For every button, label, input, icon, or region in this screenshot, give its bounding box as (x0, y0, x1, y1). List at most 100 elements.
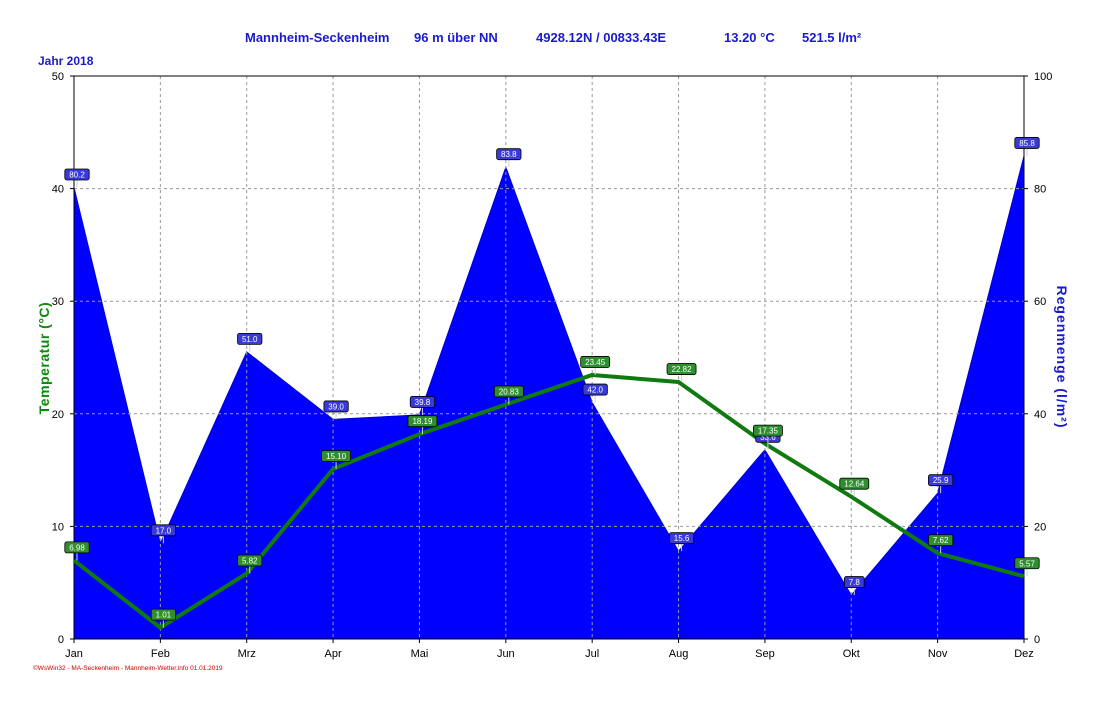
temperature-data-label-text: 18.19 (412, 417, 433, 426)
y-right-tick-label: 60 (1034, 296, 1046, 308)
y-left-tick-label: 40 (52, 184, 64, 196)
rain-data-label: 80.2 (64, 168, 90, 188)
y-right-tick-label: 0 (1034, 634, 1040, 646)
temperature-data-label-box (666, 363, 697, 375)
station-altitude: 96 m über NN (414, 30, 498, 45)
mean-temperature: 13.20 °C (724, 30, 775, 45)
temperature-data-label-text: 12.64 (844, 480, 865, 489)
temperature-data-label: 1.01 (150, 608, 176, 628)
rain-data-label: 51.0 (237, 332, 263, 352)
y-left-tick-label: 50 (52, 71, 64, 83)
y-axis-right-label: Regenmenge (l/m²) (1054, 285, 1070, 429)
temperature-data-label-text: 5.57 (1019, 559, 1035, 568)
rain-data-label-text: 83.8 (501, 150, 517, 159)
x-tick-label: Mrz (238, 648, 256, 660)
temperature-data-label-box (839, 477, 870, 490)
temperature-data-label-text: 1.01 (156, 611, 172, 620)
temperature-data-label-box (150, 608, 176, 621)
temperature-data-label: 20.83 (493, 385, 524, 405)
temperature-data-label: 18.19 (407, 415, 438, 435)
x-tick-label: Sep (755, 648, 775, 660)
rain-data-label-text: 39.0 (328, 402, 344, 411)
temperature-data-label-text: 5.82 (242, 556, 258, 565)
temperature-line (72, 372, 1025, 630)
rain-data-label: 15.6 (668, 532, 695, 552)
temperature-data-label-box (1014, 557, 1040, 570)
rain-data-label-text: 85.8 (1019, 139, 1035, 148)
temperature-data-label-box (928, 534, 954, 547)
x-tick-label: Dez (1014, 648, 1034, 660)
rain-data-label-box (668, 532, 695, 545)
rain-data-label-box (150, 524, 176, 537)
temperature-data-label-box (64, 541, 90, 554)
temperature-data-label-box (493, 385, 524, 398)
rain-data-label-box (64, 168, 90, 181)
temperature-data-label: 6.98 (64, 541, 90, 561)
y-right-tick-label: 20 (1034, 521, 1046, 533)
y-left-tick-label: 30 (52, 296, 64, 308)
x-tick-label: Mai (411, 648, 429, 660)
rain-data-label-box (582, 383, 608, 396)
rain-data-label-text: 15.6 (674, 534, 690, 543)
temperature-data-label-text: 20.83 (499, 387, 520, 396)
y-left-tick-label: 20 (52, 409, 64, 421)
rain-data-label-box (496, 148, 522, 161)
x-tick-label: Jun (497, 648, 515, 660)
temperature-data-label-text: 7.62 (933, 536, 949, 545)
temperature-data-label-text: 6.98 (69, 543, 85, 552)
rain-data-label-text: 25.9 (933, 476, 949, 485)
temperature-data-label: 22.82 (666, 363, 697, 383)
year-label: Jahr 2018 (38, 54, 94, 68)
rain-data-label-text: 80.2 (69, 170, 85, 179)
rain-data-label-box (1014, 137, 1040, 149)
x-tick-label: Aug (669, 648, 689, 660)
temperature-data-label-text: 17.35 (758, 427, 779, 436)
rain-data-label-box (237, 332, 263, 345)
temperature-data-label: 17.35 (753, 424, 783, 444)
rain-data-label-box (323, 400, 349, 413)
temperature-data-label: 12.64 (839, 477, 870, 497)
rain-data-label-text: 51.0 (242, 335, 258, 344)
y-right-tick-label: 40 (1034, 409, 1046, 421)
rain-data-label-text: 17.0 (156, 526, 172, 535)
temperature-data-label: 5.82 (237, 554, 263, 574)
temperature-data-label-text: 23.45 (585, 358, 606, 367)
rain-data-label-text: 7.8 (849, 578, 861, 587)
temperature-data-label-box (237, 554, 263, 567)
y-left-tick-label: 10 (52, 521, 64, 533)
temperature-data-label: 15.10 (321, 450, 351, 469)
temperature-data-label: 5.57 (1014, 557, 1040, 577)
footer-credit: ©WsWin32 - MA-Seckenheim - Mannheim-Wett… (33, 665, 223, 672)
rain-data-label: 39.8 (409, 396, 436, 415)
rain-data-label: 25.9 (928, 474, 954, 494)
rain-data-label: 85.8 (1014, 137, 1040, 156)
x-tick-label: Jan (65, 648, 83, 660)
rain-data-label-box (843, 576, 865, 588)
temperature-data-label: 23.45 (580, 356, 611, 375)
y-right-tick-label: 80 (1034, 184, 1046, 196)
rain-data-label: 7.8 (843, 576, 865, 596)
temperature-data-label-text: 15.10 (326, 452, 347, 461)
temperature-data-label-box (321, 450, 351, 462)
temperature-data-label: 7.62 (928, 534, 954, 554)
station-name: Mannheim-Seckenheim (245, 30, 390, 45)
total-rainfall: 521.5 l/m² (802, 30, 862, 45)
x-tick-label: Jul (585, 648, 599, 660)
temperature-data-label-box (753, 424, 783, 437)
temperature-data-label-box (407, 415, 438, 428)
rain-data-label: 83.8 (496, 148, 522, 168)
y-left-tick-label: 0 (58, 634, 64, 646)
rain-data-label-text: 42.0 (587, 386, 603, 395)
rain-data-label: 17.0 (150, 524, 176, 544)
temperature-data-label-box (580, 356, 611, 368)
y-right-tick-label: 100 (1034, 71, 1052, 83)
station-coordinates: 4928.12N / 00833.43E (536, 30, 667, 45)
rain-data-label: 39.0 (323, 400, 349, 420)
rain-data-label-text: 39.8 (415, 398, 431, 407)
rain-data-label-box (928, 474, 954, 487)
x-tick-label: Feb (151, 648, 170, 660)
y-axis-left-label: Temperatur (°C) (36, 301, 52, 415)
temperature-data-label-text: 22.82 (672, 365, 693, 374)
x-tick-label: Okt (843, 648, 860, 660)
